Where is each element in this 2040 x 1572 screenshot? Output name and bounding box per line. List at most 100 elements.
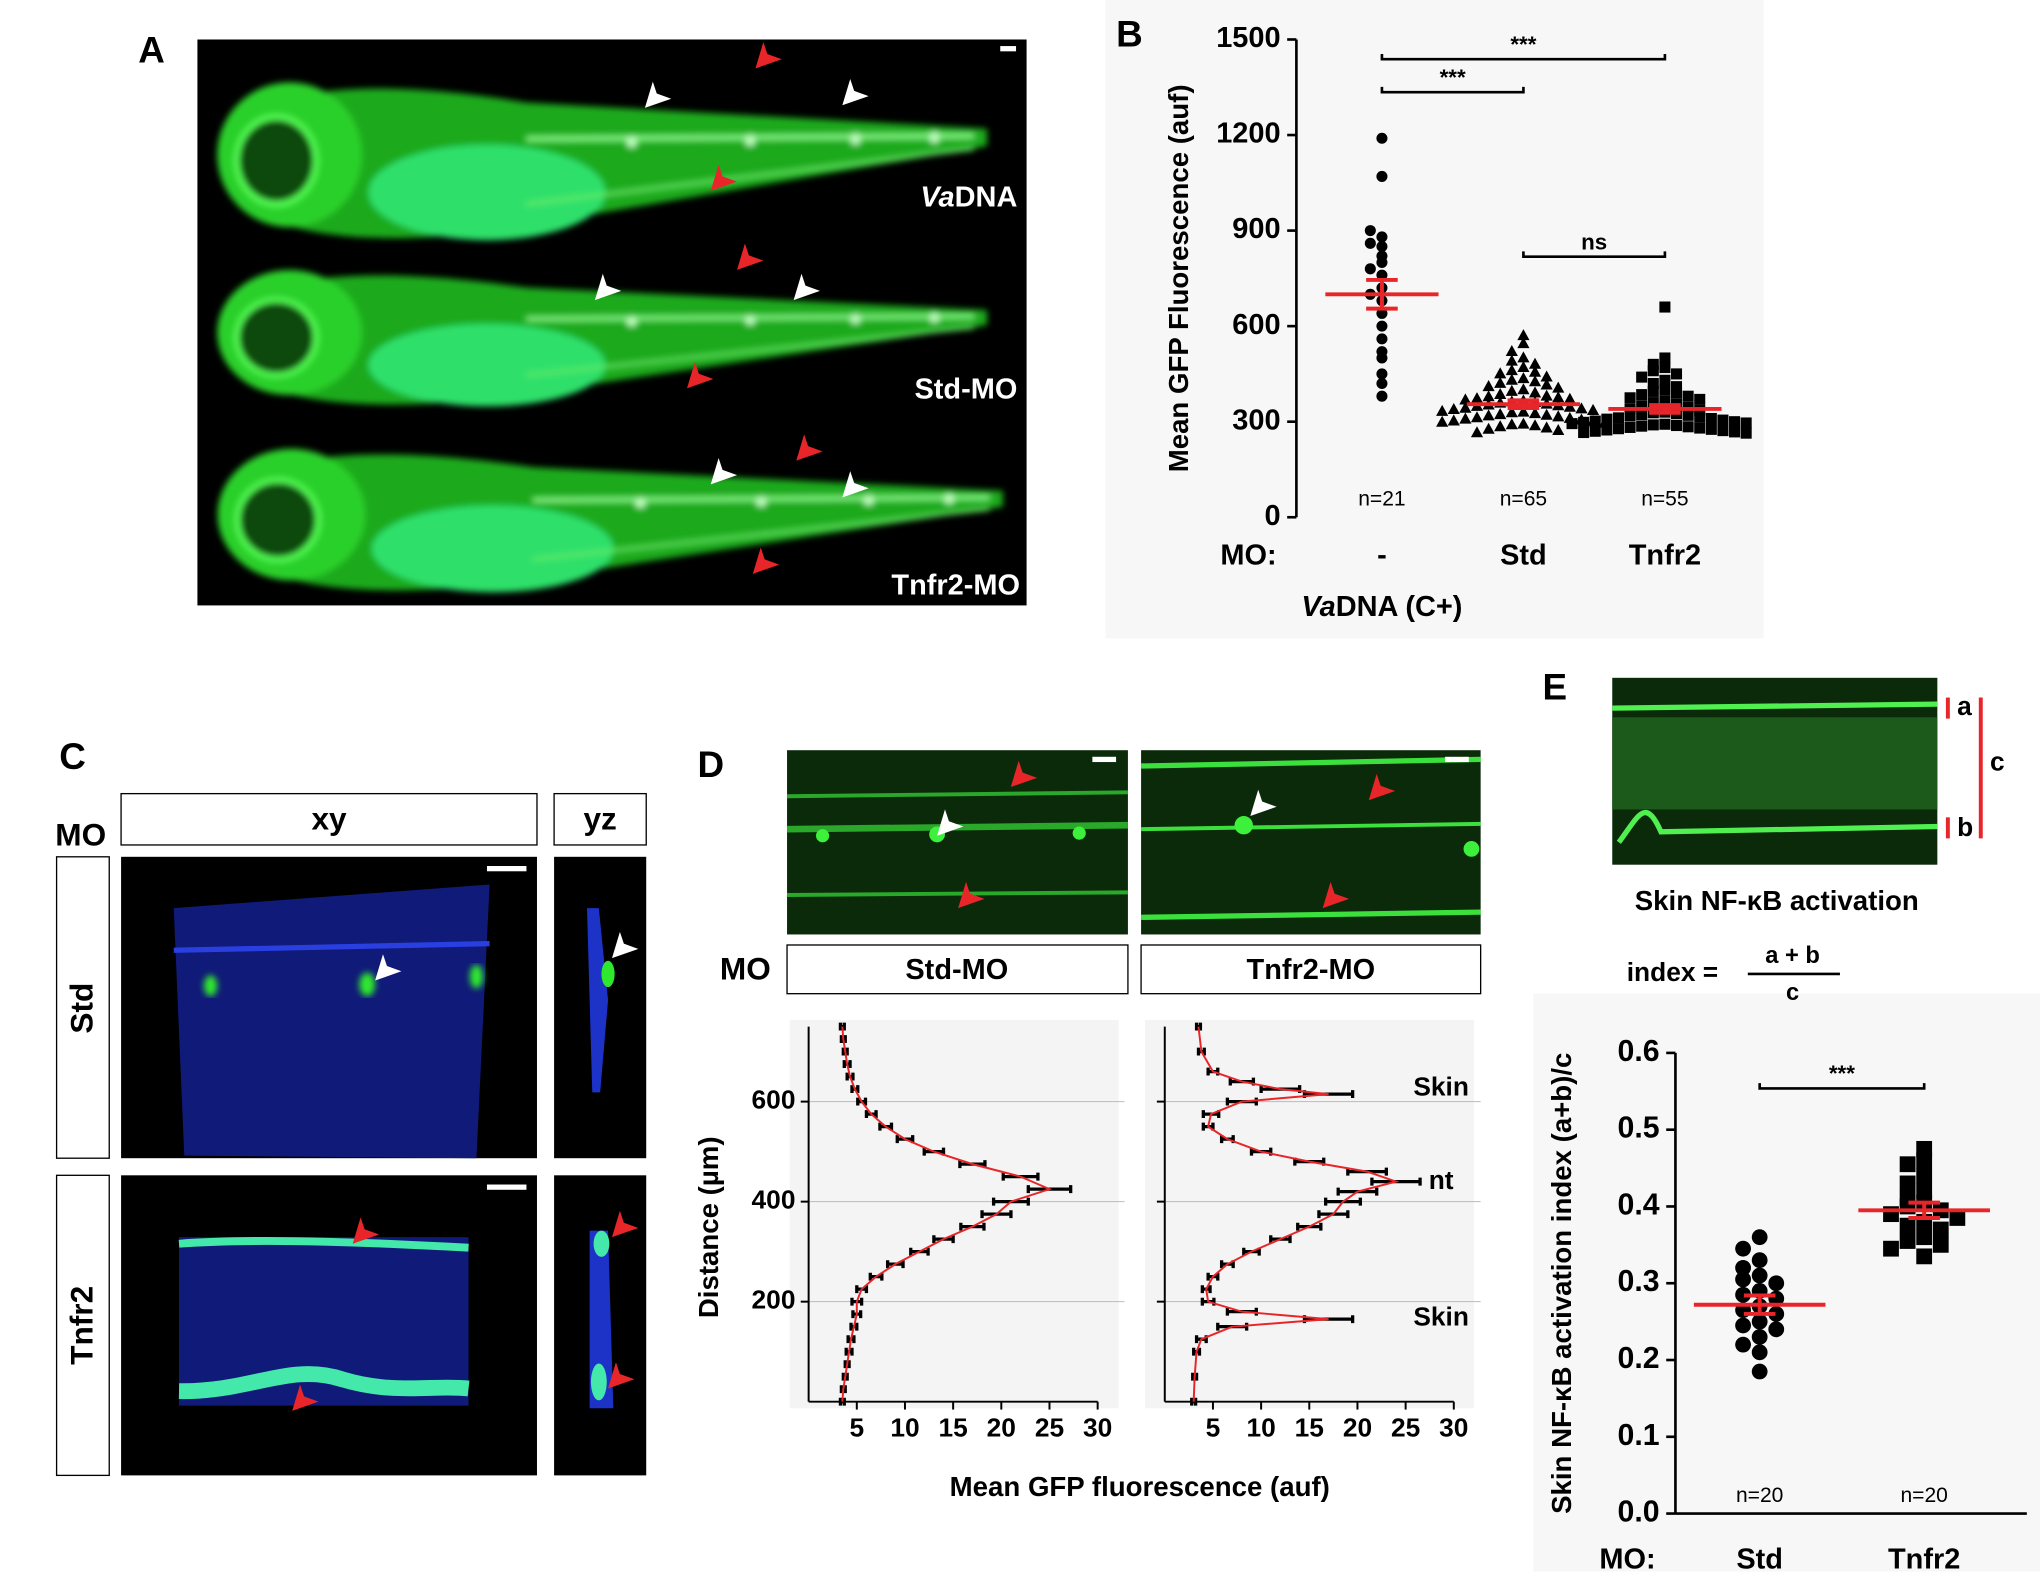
column-header-box	[1140, 944, 1482, 995]
data-point	[1517, 360, 1530, 372]
data-point	[1376, 256, 1388, 268]
data-point	[1659, 374, 1671, 386]
x-tick-label: 20	[1343, 1412, 1372, 1442]
data-point	[1459, 393, 1472, 405]
error-bar	[1366, 277, 1398, 311]
data-point	[1528, 419, 1542, 431]
arrowhead	[755, 42, 782, 69]
x-axis-label: Mean GFP fluorescence (auf)	[950, 1471, 1330, 1502]
arrowhead	[612, 931, 639, 959]
data-point	[1528, 365, 1542, 377]
data-point	[1376, 320, 1388, 332]
data-point	[1482, 409, 1495, 421]
data-point	[1552, 391, 1565, 403]
data-point	[1899, 1175, 1916, 1192]
data-point	[1670, 419, 1683, 432]
data-point	[1528, 375, 1542, 387]
arrowhead	[352, 1217, 380, 1244]
y-tick-label: 200	[752, 1285, 796, 1315]
data-point	[1494, 420, 1507, 432]
data-point	[1647, 397, 1659, 409]
x-tick-label: 25	[1035, 1412, 1064, 1442]
data-point	[1659, 352, 1671, 364]
data-point	[1647, 385, 1659, 397]
data-point	[1376, 377, 1388, 390]
arrowhead	[375, 954, 402, 981]
arrowhead	[292, 1384, 319, 1411]
data-point	[1482, 380, 1495, 392]
arrowhead	[687, 361, 714, 389]
data-point	[1735, 1271, 1751, 1288]
arrowhead	[710, 164, 738, 191]
n-label: n=20	[1736, 1484, 1783, 1507]
panel-e-background	[1533, 993, 2040, 1572]
data-point	[1694, 411, 1706, 423]
data-point	[1517, 329, 1530, 341]
data-point	[1932, 1221, 1949, 1238]
arrowhead	[1010, 760, 1038, 788]
error-bar	[1908, 1200, 1940, 1220]
fish-images	[217, 82, 1003, 592]
data-point	[1589, 425, 1601, 437]
data-point	[1563, 392, 1576, 404]
data-point	[1459, 401, 1472, 413]
scale-bar	[1445, 756, 1469, 763]
image-label: VaDNA	[920, 181, 1017, 213]
data-point	[1624, 421, 1636, 433]
data-point	[1735, 1286, 1751, 1303]
arrowhead	[937, 809, 964, 836]
formula: index =	[1627, 957, 1718, 987]
y-tick-label: 0.6	[1618, 1035, 1660, 1068]
data-point	[1376, 307, 1388, 319]
data-point	[1470, 392, 1484, 404]
tissue	[173, 884, 490, 1159]
skin	[1141, 756, 1481, 920]
x-tick-label: 10	[890, 1412, 919, 1442]
data-point	[1586, 403, 1600, 415]
data-point	[1624, 410, 1636, 422]
significance-bracket	[1758, 1083, 1926, 1090]
data-point	[1740, 417, 1752, 429]
tissue	[1612, 717, 1938, 810]
row-label: Tnfr2	[64, 1286, 100, 1365]
skin	[1612, 701, 1938, 711]
data-point	[1589, 415, 1601, 427]
significance-label: ***	[1440, 65, 1466, 90]
x-tick-label: 25	[1391, 1412, 1420, 1442]
data-point	[1659, 418, 1671, 430]
y-tick-label: 0.3	[1618, 1265, 1660, 1298]
data-point	[1751, 1329, 1768, 1345]
data-point	[1612, 423, 1624, 435]
data-point	[1376, 368, 1388, 380]
column-header: xy	[311, 801, 347, 837]
error-bar	[1649, 403, 1681, 415]
annotation: Skin	[1413, 1302, 1469, 1332]
data-point	[1751, 1344, 1768, 1361]
row-label: MO:	[1599, 1544, 1655, 1572]
x-tick-label: 30	[1439, 1412, 1468, 1442]
significance-label: ns	[1581, 229, 1607, 254]
skin	[178, 1237, 469, 1252]
n-label: n=65	[1500, 488, 1547, 511]
significance-label: ***	[1829, 1061, 1855, 1086]
data-point	[1612, 412, 1624, 424]
arrowhead	[644, 81, 672, 108]
formula: c	[1786, 980, 1799, 1006]
formula: a + b	[1765, 943, 1820, 969]
y-axis-label: Distance (µm)	[693, 1136, 724, 1318]
data-point	[1436, 415, 1449, 427]
data-point	[1647, 377, 1659, 390]
data-point	[1682, 409, 1694, 421]
data-point	[1505, 406, 1518, 418]
data-point	[1494, 387, 1507, 400]
data-point	[1540, 421, 1553, 433]
data-point	[1682, 421, 1694, 433]
measure-label: c	[1990, 746, 2005, 776]
y-tick-label: 0.0	[1618, 1496, 1660, 1529]
scale-bar	[486, 1184, 527, 1190]
caption: Skin NF-κB activation	[1635, 885, 1919, 916]
scale-bar	[1092, 756, 1117, 763]
profile-line	[1192, 1026, 1400, 1402]
group-label: VaDNA (C+)	[1301, 591, 1462, 623]
data-point	[1528, 357, 1542, 369]
